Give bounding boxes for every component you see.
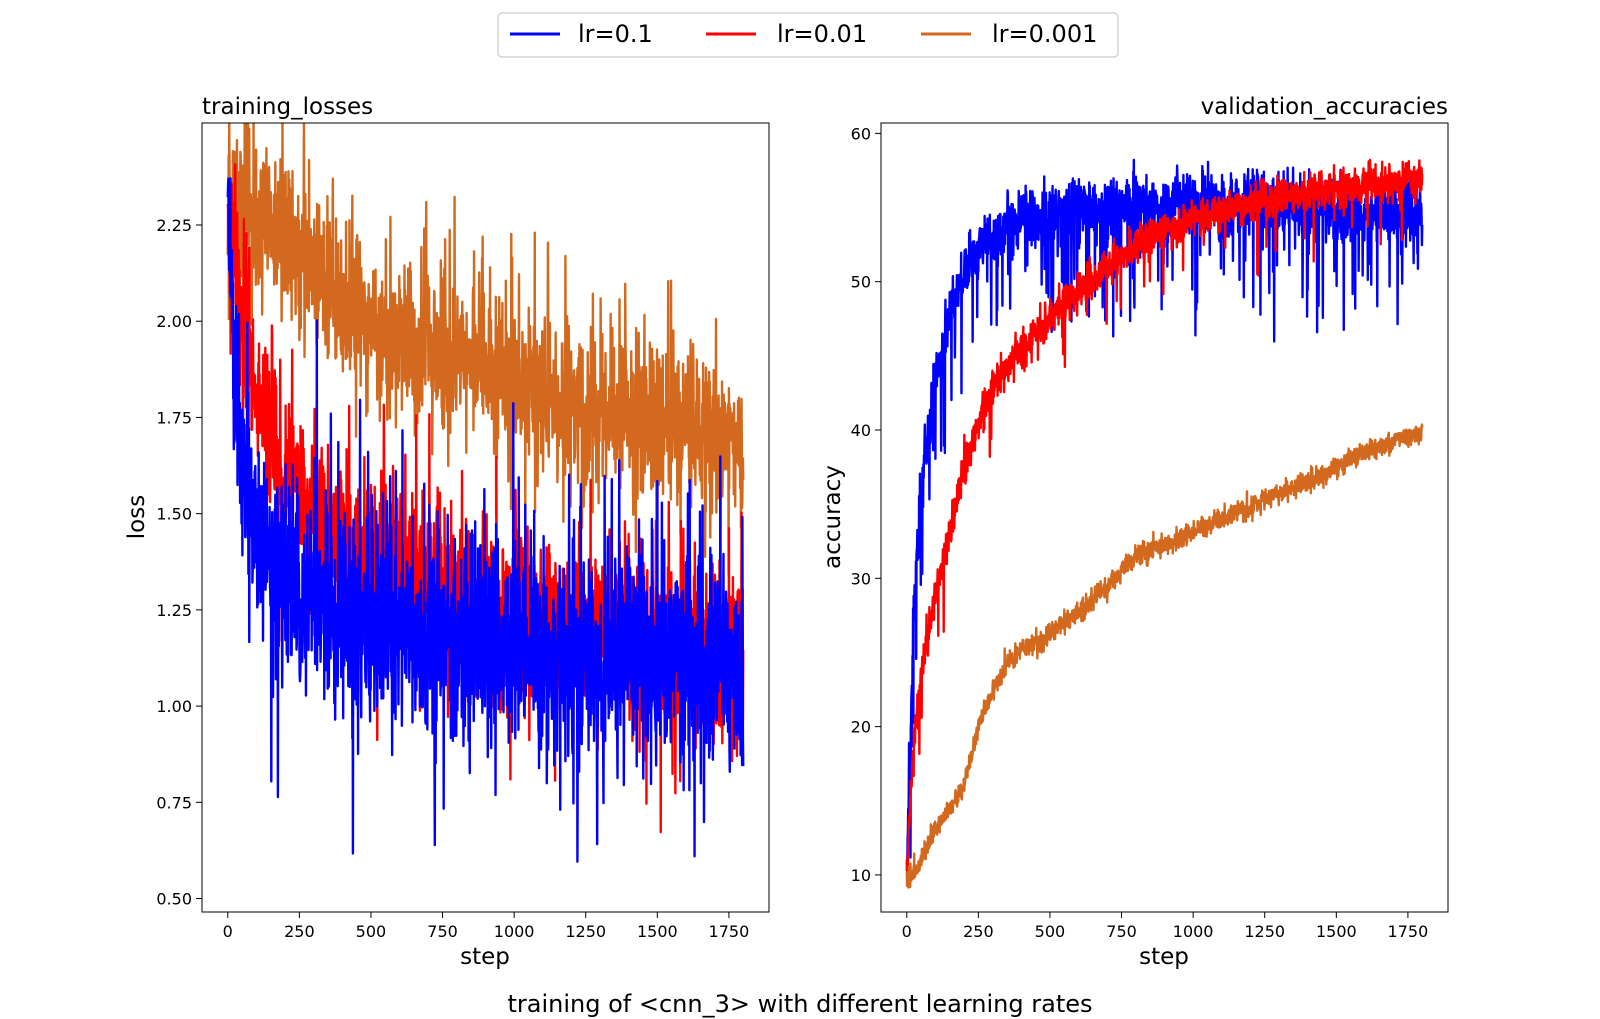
training-losses-x-tick-label: 1750	[709, 922, 750, 941]
training-losses-ylabel: loss	[124, 495, 150, 539]
training-losses-x-tick-label: 1500	[637, 922, 678, 941]
training-losses-y-tick-label: 1.75	[156, 408, 192, 427]
training-losses-x-tick-label: 250	[284, 922, 315, 941]
training-losses-y-tick-label: 0.75	[156, 793, 192, 812]
training-losses-x-tick-label: 1250	[565, 922, 606, 941]
validation-accuracies-ticks: 0 250 500 750 1000 1250 1500 1750 10 20 30 40 50 60	[851, 124, 1429, 941]
validation-accuracies-y-tick-label: 30	[851, 569, 871, 588]
validation-accuracies-x-tick-label: 0	[902, 922, 912, 941]
validation-accuracies-y-tick-label: 20	[851, 718, 871, 737]
validation-accuracies-x-tick-label: 250	[963, 922, 994, 941]
training-losses-plot-frame	[201, 122, 770, 913]
training-losses-y-tick-label: 1.00	[156, 697, 192, 716]
validation-accuracies-y-tick-label: 50	[851, 273, 871, 292]
training-losses-y-tick-label: 2.00	[156, 312, 192, 331]
training-losses-title: training_losses	[202, 94, 373, 120]
validation-accuracies-series-line-lr-0-001	[905, 423, 1424, 889]
training-losses-series-group	[226, 123, 745, 863]
validation-accuracies-series-group	[905, 158, 1424, 889]
legend-label-lr-0-001: lr=0.001	[992, 20, 1097, 48]
legend-frame	[497, 12, 1119, 58]
validation-accuracies-y-tick-label: 10	[851, 866, 871, 885]
training-losses-y-tick-label: 0.50	[156, 890, 192, 909]
training-losses-y-tick-label: 1.50	[156, 505, 192, 524]
validation-accuracies-y-tick-label: 40	[851, 421, 871, 440]
validation-accuracies-x-tick-label: 750	[1106, 922, 1137, 941]
validation-accuracies-x-tick-label: 500	[1035, 922, 1066, 941]
validation-accuracies-x-tick-label: 1500	[1316, 922, 1357, 941]
validation-accuracies-y-tick-label: 60	[851, 124, 871, 143]
training-losses-series-line-lr-0-1	[226, 177, 745, 863]
training-losses-x-tick-label: 500	[356, 922, 387, 941]
validation-accuracies-x-tick-label: 1000	[1173, 922, 1214, 941]
training-losses-xlabel: step	[460, 944, 510, 970]
validation-accuracies-x-tick-label: 1250	[1244, 922, 1285, 941]
training-losses-x-tick-label: 0	[223, 922, 233, 941]
validation-accuracies-title: validation_accuracies	[1201, 94, 1448, 120]
legend-label-lr-0-01: lr=0.01	[777, 20, 867, 48]
legend-label-lr-0-1: lr=0.1	[578, 20, 653, 48]
validation-accuracies-plot-frame	[880, 122, 1449, 913]
validation-accuracies-ylabel: accuracy	[820, 465, 846, 569]
legend: lr=0.1 lr=0.01 lr=0.001	[497, 12, 1119, 58]
validation-accuracies-xlabel: step	[1139, 944, 1189, 970]
training-losses-ticks: 0 250 500 750 1000 1250 1500 1750 0.50 0.75 1.00 1.…	[156, 216, 749, 941]
training-losses-y-tick-label: 1.25	[156, 601, 192, 620]
validation-accuracies-axes: 0 250 500 750 1000 1250 1500 1750 10 20 30 40 50 60 v…	[820, 94, 1449, 970]
validation-accuracies-series-line-lr-0-01	[905, 158, 1424, 877]
figure-suptitle: training of <cnn_3> with different learn…	[508, 990, 1093, 1018]
training-losses-x-tick-label: 1000	[494, 922, 535, 941]
validation-accuracies-x-tick-label: 1750	[1388, 922, 1429, 941]
training-losses-x-tick-label: 750	[427, 922, 458, 941]
training-losses-y-tick-label: 2.25	[156, 216, 192, 235]
training-losses-axes: 0 250 500 750 1000 1250 1500 1750 0.50 0.75 1.00 1.…	[124, 94, 770, 970]
